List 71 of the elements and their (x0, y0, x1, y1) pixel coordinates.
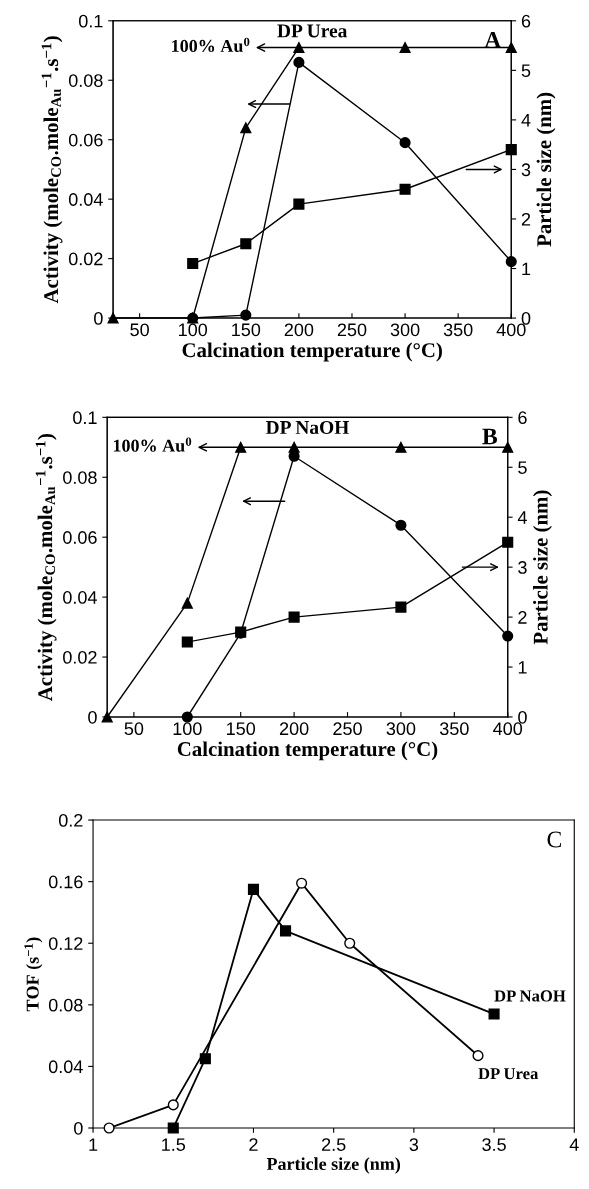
x-tick-label: 3 (409, 1138, 419, 1151)
y-tick-label: 0.16 (48, 875, 83, 889)
x-axis-title: Particle size (nm) (266, 1157, 401, 1174)
y2-tick-label: 2 (518, 611, 527, 624)
y2-tick-label: 1 (518, 661, 527, 674)
x-tick-label: 400 (496, 323, 526, 337)
x-axis-title: Calcination temperature (°C) (182, 342, 442, 362)
y-tick-label: 0.08 (63, 471, 97, 484)
x-tick-label: 150 (232, 323, 261, 337)
y-tick-label: 0.06 (63, 531, 97, 544)
y-axis-title: Activity (mole$_{CO}$.mole$_{Au}$$^{−1}$.s$^{−1}$) (41, 36, 63, 304)
y2-axis-title: Particle size (nm) (533, 490, 552, 645)
x-tick-label: 100 (173, 722, 202, 736)
x-tick-label: 2.5 (322, 1138, 346, 1151)
annotation: 100% Au$^{0}$ (172, 37, 250, 53)
y-tick-label: 0.08 (68, 74, 103, 87)
y2-tick-label: 6 (518, 411, 527, 425)
y-tick-label: 0.1 (73, 411, 97, 425)
y-axis-title: Activity (mole$_{CO}$.mole$_{Au}$$^{−1}$.s$^{−1}$) (35, 434, 57, 702)
x-tick-label: 4 (569, 1138, 579, 1151)
y2-tick-label: 2 (521, 212, 531, 226)
y2-tick-label: 1 (522, 262, 531, 276)
series-label: DP Urea (478, 1068, 539, 1080)
y2-tick-label: 3 (521, 163, 531, 177)
y-tick-label: 0 (94, 311, 103, 325)
y-tick-label: 0.02 (63, 650, 97, 664)
y-axis-title: TOF (s$^{−1}$) (24, 937, 43, 1012)
x-tick-label: 1 (89, 1138, 98, 1151)
y2-axis-title: Particle size (nm) (536, 92, 556, 247)
x-tick-label: 200 (284, 323, 314, 337)
y2-tick-label: 6 (521, 14, 531, 28)
x-tick-label: 300 (390, 323, 420, 337)
annotation: 100% Au$^{0}$ (113, 437, 192, 452)
x-tick-label: 400 (493, 722, 523, 736)
x-tick-label: 350 (443, 323, 473, 337)
y-tick-label: 0.02 (68, 252, 103, 266)
y-tick-label: 0.04 (68, 193, 103, 206)
annotation: C (547, 831, 561, 848)
x-tick-label: 200 (279, 722, 309, 736)
x-tick-label: 1.5 (162, 1138, 186, 1151)
y-tick-label: 0.06 (68, 133, 103, 147)
y-tick-label: 0.1 (78, 14, 103, 28)
x-tick-label: 250 (333, 722, 362, 736)
x-axis-title: Calcination temperature (°C) (177, 741, 438, 761)
series-label: DP NaOH (494, 990, 566, 1002)
y-tick-label: 0.2 (58, 813, 83, 827)
y-tick-label: 0 (74, 1121, 83, 1135)
x-tick-label: 150 (227, 722, 256, 736)
y-tick-label: 0.08 (48, 998, 83, 1012)
annotation: B (482, 428, 498, 445)
y-tick-label: 0.04 (63, 591, 97, 604)
x-tick-label: 250 (337, 323, 367, 337)
x-tick-label: 50 (130, 323, 149, 337)
y-tick-label: 0.12 (48, 937, 83, 950)
y2-tick-label: 4 (517, 511, 527, 524)
y2-tick-label: 5 (518, 461, 527, 474)
y2-tick-label: 3 (518, 561, 527, 574)
x-tick-label: 50 (124, 722, 144, 736)
x-tick-label: 3.5 (482, 1138, 506, 1151)
y2-tick-label: 5 (521, 64, 531, 78)
y-tick-label: 0 (88, 710, 97, 724)
y2-tick-label: 4 (521, 114, 531, 127)
x-tick-label: 300 (386, 722, 416, 736)
y2-tick-label: 0 (521, 311, 531, 325)
y-tick-label: 0.04 (48, 1060, 83, 1074)
x-tick-label: 350 (439, 722, 469, 736)
chart-title: DP NaOH (265, 420, 349, 435)
x-tick-label: 100 (179, 323, 208, 337)
x-tick-label: 2 (249, 1138, 258, 1151)
y2-tick-label: 0 (518, 710, 527, 724)
chart-title: DP Urea (277, 24, 348, 38)
